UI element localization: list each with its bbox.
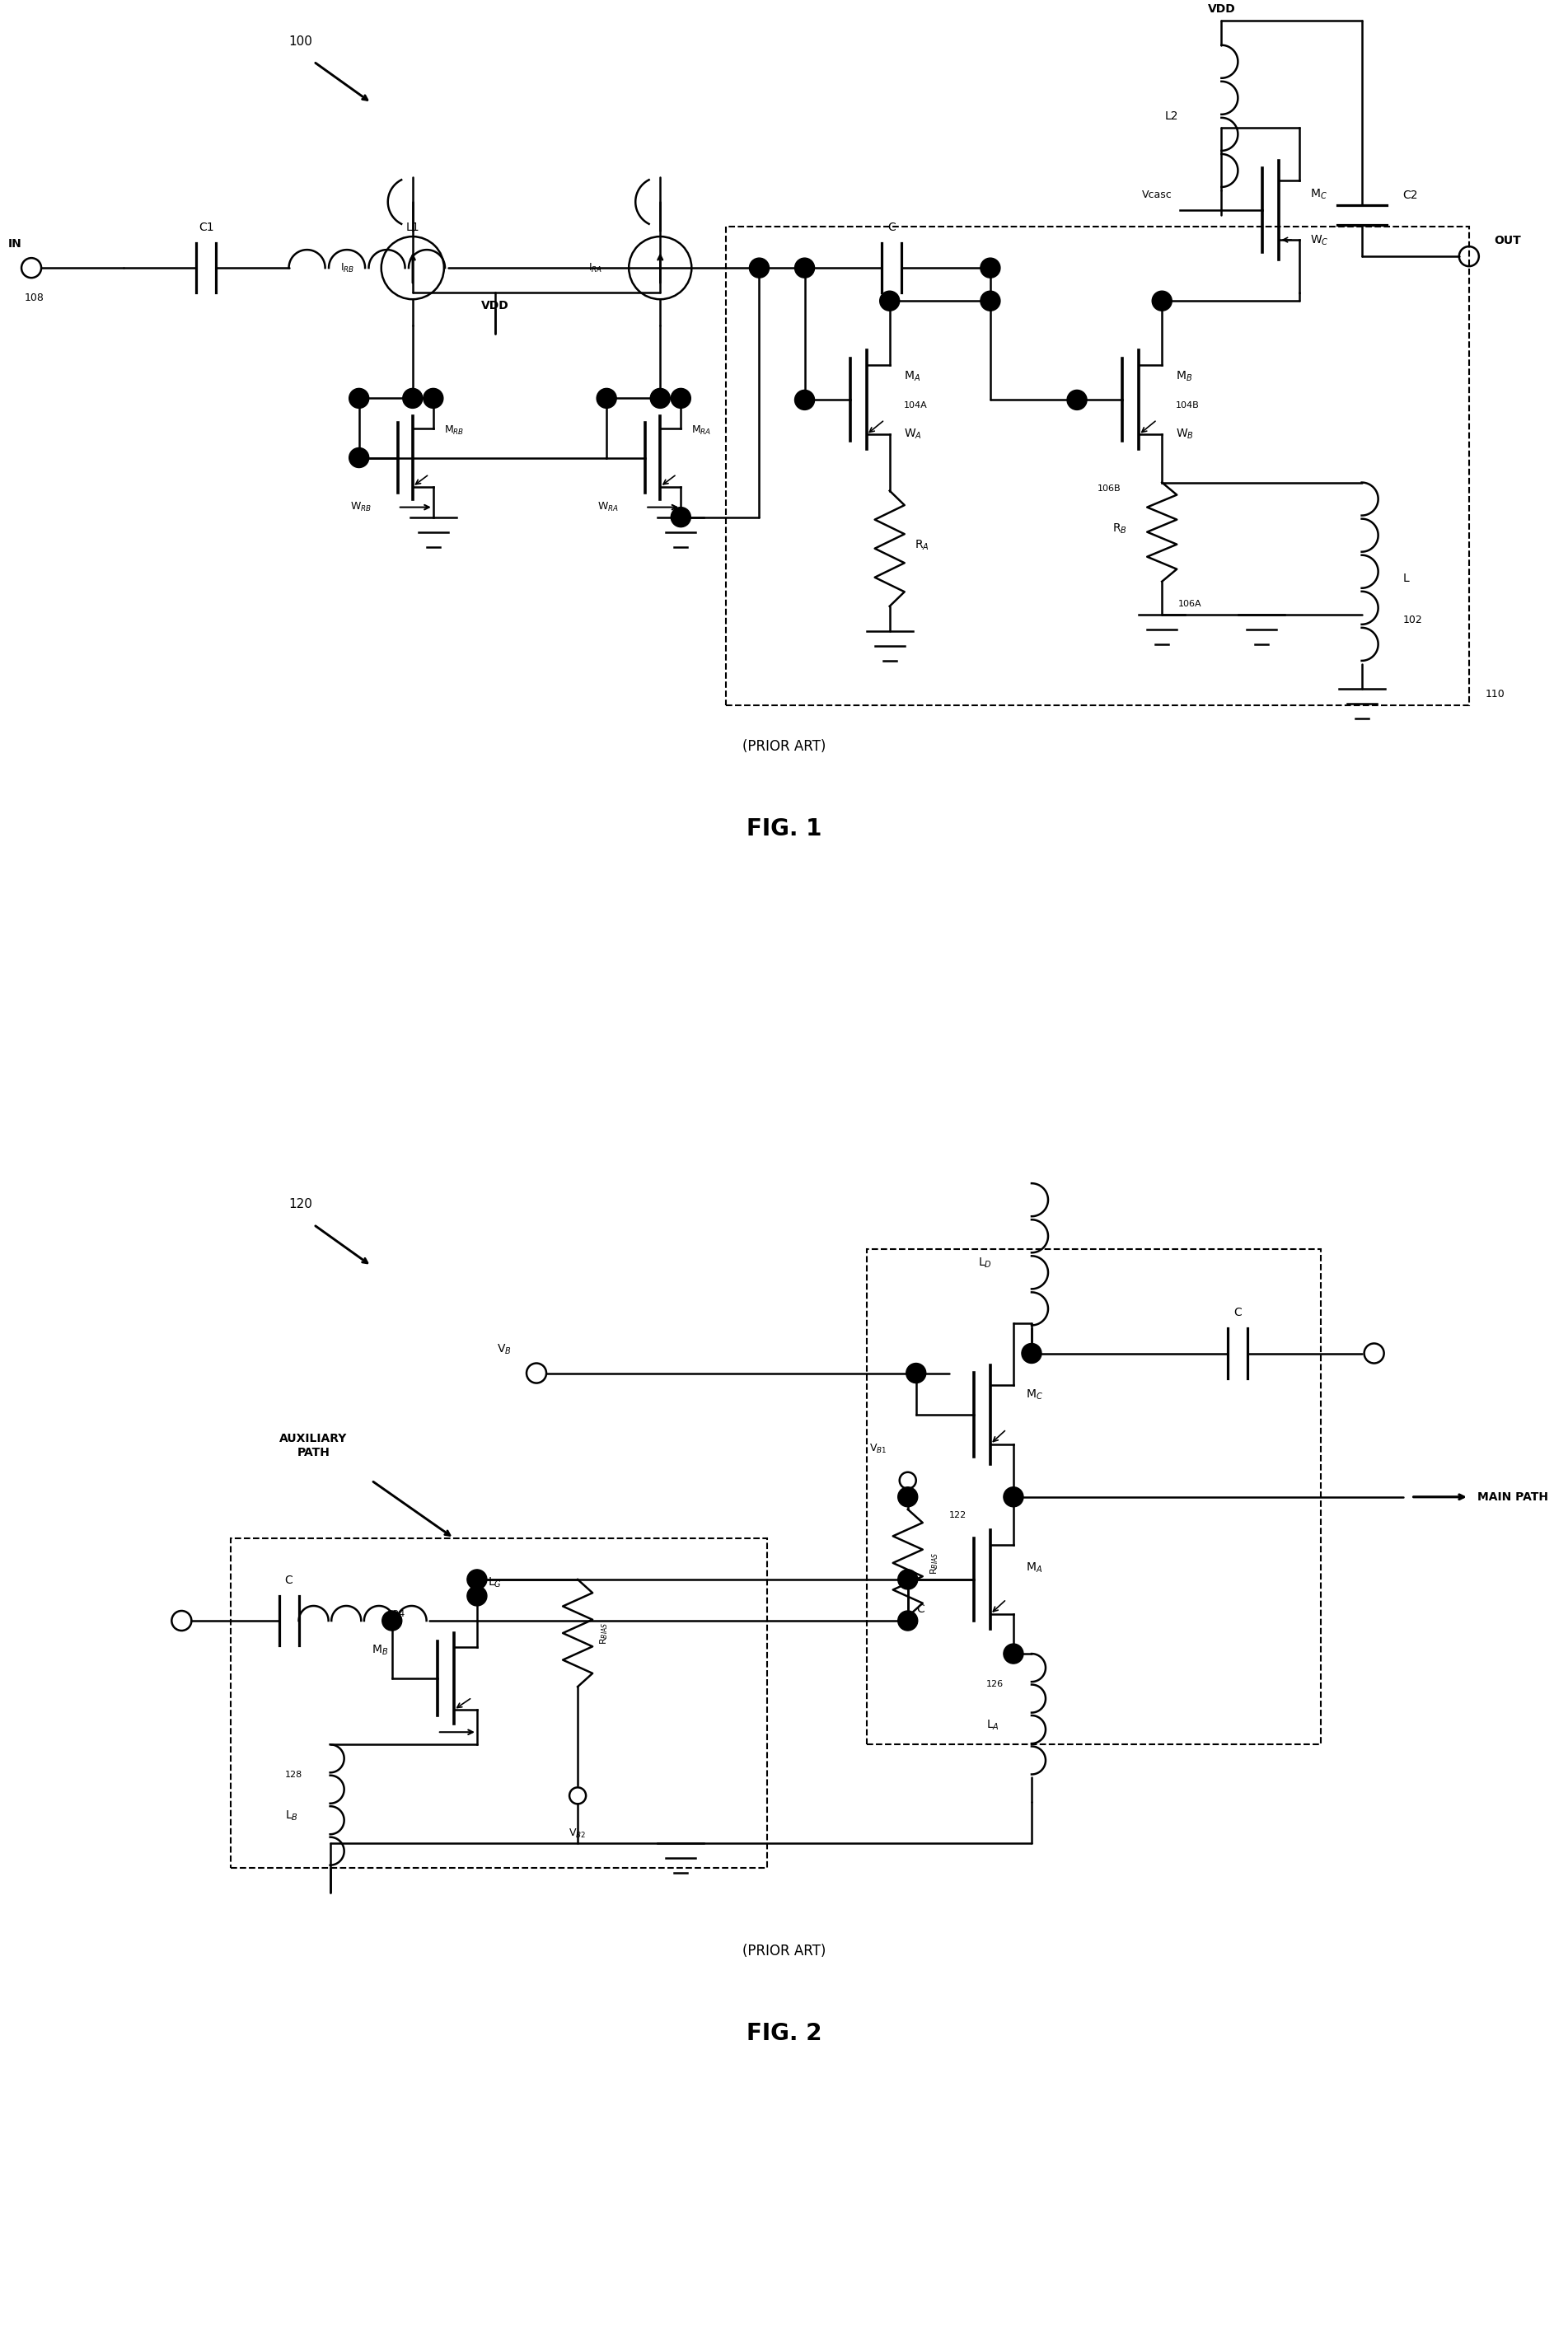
Text: C2: C2 xyxy=(1403,188,1417,200)
Text: FIG. 1: FIG. 1 xyxy=(746,816,822,840)
Text: L: L xyxy=(1403,572,1410,584)
Text: M$_C$: M$_C$ xyxy=(1025,1389,1043,1403)
Circle shape xyxy=(671,388,691,407)
Text: C: C xyxy=(285,1575,293,1586)
Circle shape xyxy=(750,258,770,277)
Circle shape xyxy=(1068,391,1087,409)
Text: I$_{RA}$: I$_{RA}$ xyxy=(588,263,602,274)
Text: M$_A$: M$_A$ xyxy=(1025,1561,1043,1575)
Text: 122: 122 xyxy=(949,1512,966,1519)
Circle shape xyxy=(795,258,814,277)
Text: M$_{RA}$: M$_{RA}$ xyxy=(691,423,712,437)
Circle shape xyxy=(423,388,444,407)
Text: 128: 128 xyxy=(285,1770,303,1779)
Text: Vcasc: Vcasc xyxy=(1142,188,1171,200)
Text: 106B: 106B xyxy=(1098,484,1121,493)
Circle shape xyxy=(898,1486,917,1507)
Text: 104A: 104A xyxy=(903,402,927,409)
Text: L1: L1 xyxy=(406,221,420,233)
Text: M$_B$: M$_B$ xyxy=(1176,370,1193,384)
Text: L$_B$: L$_B$ xyxy=(285,1810,298,1821)
Text: W$_{RA}$: W$_{RA}$ xyxy=(597,500,619,514)
Text: I$_{RB}$: I$_{RB}$ xyxy=(340,263,354,274)
Text: VDD: VDD xyxy=(481,300,510,312)
Circle shape xyxy=(467,1586,488,1605)
Text: (PRIOR ART): (PRIOR ART) xyxy=(742,740,826,754)
Circle shape xyxy=(980,258,1000,277)
Text: R$_{BIAS}$: R$_{BIAS}$ xyxy=(928,1551,939,1575)
Text: AUXILIARY
PATH: AUXILIARY PATH xyxy=(279,1433,348,1458)
Circle shape xyxy=(880,291,900,312)
Text: W$_{RB}$: W$_{RB}$ xyxy=(350,500,372,514)
Text: 100: 100 xyxy=(289,35,312,47)
Text: (PRIOR ART): (PRIOR ART) xyxy=(742,1945,826,1958)
Circle shape xyxy=(597,388,616,407)
Circle shape xyxy=(350,388,368,407)
Text: R$_{BIAS}$: R$_{BIAS}$ xyxy=(599,1621,610,1644)
Text: M$_A$: M$_A$ xyxy=(903,370,920,384)
Text: IN: IN xyxy=(8,237,22,249)
Circle shape xyxy=(906,1363,927,1384)
Text: C: C xyxy=(1234,1307,1242,1319)
Text: L$_A$: L$_A$ xyxy=(986,1719,999,1731)
Text: L$_D$: L$_D$ xyxy=(978,1256,993,1270)
Circle shape xyxy=(383,1612,401,1631)
Circle shape xyxy=(671,507,691,528)
Circle shape xyxy=(1004,1644,1024,1663)
Circle shape xyxy=(1004,1486,1024,1507)
Text: 110: 110 xyxy=(1485,688,1505,700)
Text: V$_B$: V$_B$ xyxy=(497,1342,511,1356)
Text: L2: L2 xyxy=(1165,109,1179,121)
Text: R$_B$: R$_B$ xyxy=(1112,521,1127,535)
Text: 106A: 106A xyxy=(1179,600,1203,607)
Text: 102: 102 xyxy=(1403,614,1422,626)
Text: 120: 120 xyxy=(289,1198,312,1210)
Circle shape xyxy=(795,391,814,409)
Text: 126: 126 xyxy=(986,1679,1004,1689)
Circle shape xyxy=(1022,1344,1041,1363)
Text: C1: C1 xyxy=(199,221,213,233)
Text: R$_A$: R$_A$ xyxy=(914,540,930,551)
Text: W$_A$: W$_A$ xyxy=(903,428,922,440)
Circle shape xyxy=(1152,291,1171,312)
Text: M$_C$: M$_C$ xyxy=(1309,188,1327,202)
Text: M$_B$: M$_B$ xyxy=(372,1644,387,1658)
Text: W$_B$: W$_B$ xyxy=(1176,428,1195,440)
Text: 104B: 104B xyxy=(1176,402,1200,409)
Text: FIG. 2: FIG. 2 xyxy=(746,2021,822,2045)
Text: 124: 124 xyxy=(387,1610,406,1619)
Text: OUT: OUT xyxy=(1494,235,1521,247)
Circle shape xyxy=(651,388,670,407)
Circle shape xyxy=(350,449,368,468)
Text: 108: 108 xyxy=(25,293,44,302)
Text: C: C xyxy=(916,1603,924,1614)
Circle shape xyxy=(403,388,422,407)
Text: M$_{RB}$: M$_{RB}$ xyxy=(444,423,464,437)
Text: V$_{B2}$: V$_{B2}$ xyxy=(569,1826,586,1840)
Text: C: C xyxy=(887,221,895,233)
Circle shape xyxy=(467,1570,488,1589)
Text: VDD: VDD xyxy=(1207,2,1236,14)
Text: V$_{B1}$: V$_{B1}$ xyxy=(870,1442,887,1456)
Circle shape xyxy=(898,1612,917,1631)
Text: MAIN PATH: MAIN PATH xyxy=(1477,1491,1548,1503)
Circle shape xyxy=(980,291,1000,312)
Text: L$_G$: L$_G$ xyxy=(488,1577,502,1589)
Text: W$_C$: W$_C$ xyxy=(1309,233,1328,247)
Circle shape xyxy=(898,1570,917,1589)
